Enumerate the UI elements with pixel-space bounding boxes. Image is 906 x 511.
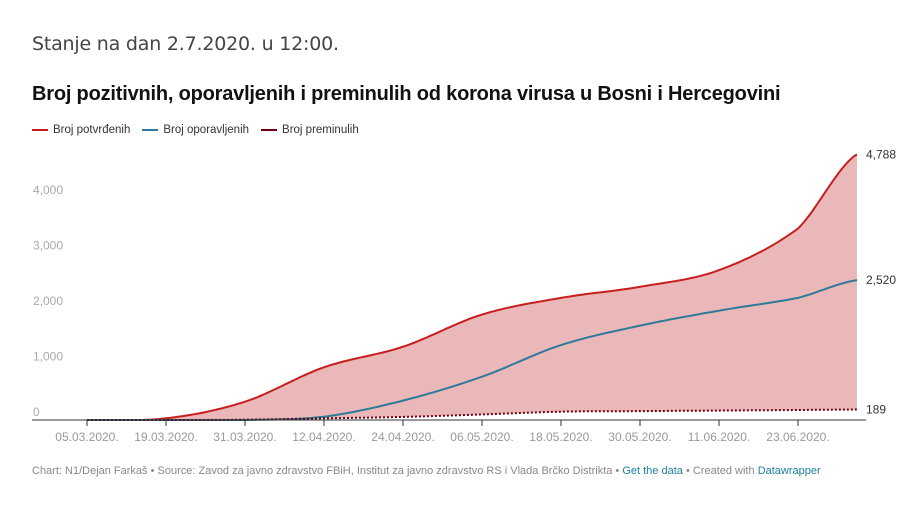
x-tick-label: 11.06.2020.	[688, 430, 751, 444]
datawrapper-link[interactable]: Datawrapper	[757, 465, 821, 477]
legend-swatch-confirmed	[32, 129, 48, 131]
footer: Chart: N1/Dejan Farkaš • Source: Zavod z…	[32, 465, 821, 477]
confirmed-area-fill	[87, 154, 857, 421]
chart-title: Broj pozitivnih, oporavljenih i preminul…	[32, 83, 781, 105]
y-tick-label: 2,000	[33, 294, 63, 308]
y-tick-label: 0	[33, 405, 40, 419]
chart-credit: Chart: N1/Dejan Farkaš	[32, 465, 148, 477]
legend-item-deaths: Broj preminulih	[261, 124, 359, 136]
y-tick-label: 3,000	[33, 239, 63, 253]
series-end-label: 2,520	[866, 273, 896, 287]
legend-label: Broj oporavljenih	[163, 124, 250, 136]
separator: •	[147, 465, 158, 477]
legend-label: Broj potvrđenih	[53, 124, 131, 136]
x-tick-label: 23.06.2020.	[766, 430, 829, 444]
get-data-link[interactable]: Get the data	[622, 465, 683, 477]
legend: Broj potvrđenih Broj oporavljenih Broj p…	[32, 124, 359, 136]
source-text: Source: Zavod za javno zdravstvo FBiH, I…	[157, 465, 613, 477]
x-tick-label: 12.04.2020.	[292, 430, 355, 444]
y-axis: 0 1,000 2,000 3,000 4,000	[33, 183, 63, 419]
chart-area: 0 1,000 2,000 3,000 4,000 05.03.2020. 19.03.2…	[32, 150, 896, 444]
legend-item-confirmed: Broj potvrđenih	[32, 124, 130, 136]
y-tick-label: 1,000	[33, 350, 63, 364]
x-axis: 05.03.2020. 19.03.2020. 31.03.2020. 12.04.2…	[55, 420, 830, 444]
legend-swatch-deaths	[261, 129, 278, 131]
legend-label: Broj preminulih	[282, 124, 359, 136]
series-end-label: 189	[866, 403, 886, 417]
created-with-text: Created with	[692, 465, 755, 477]
end-labels: 4,788 2,520 189	[866, 150, 896, 417]
series-end-label: 4,788	[866, 150, 896, 161]
separator: •	[612, 465, 623, 477]
x-tick-label: 06.05.2020.	[450, 430, 513, 444]
x-tick-label: 24.04.2020.	[371, 430, 434, 444]
x-tick-label: 31.03.2020.	[213, 430, 276, 444]
legend-swatch-recovered	[142, 129, 159, 131]
line-confirmed	[87, 153, 858, 421]
x-tick-label: 05.03.2020.	[55, 430, 118, 444]
legend-item-recovered: Broj oporavljenih	[142, 124, 249, 136]
separator: •	[682, 465, 693, 477]
chart-subtitle: Stanje na dan 2.7.2020. u 12:00.	[32, 33, 339, 55]
x-tick-label: 30.05.2020.	[608, 430, 671, 444]
x-tick-label: 18.05.2020.	[529, 430, 592, 444]
x-tick-label: 19.03.2020.	[134, 430, 197, 444]
y-tick-label: 4,000	[33, 183, 63, 197]
